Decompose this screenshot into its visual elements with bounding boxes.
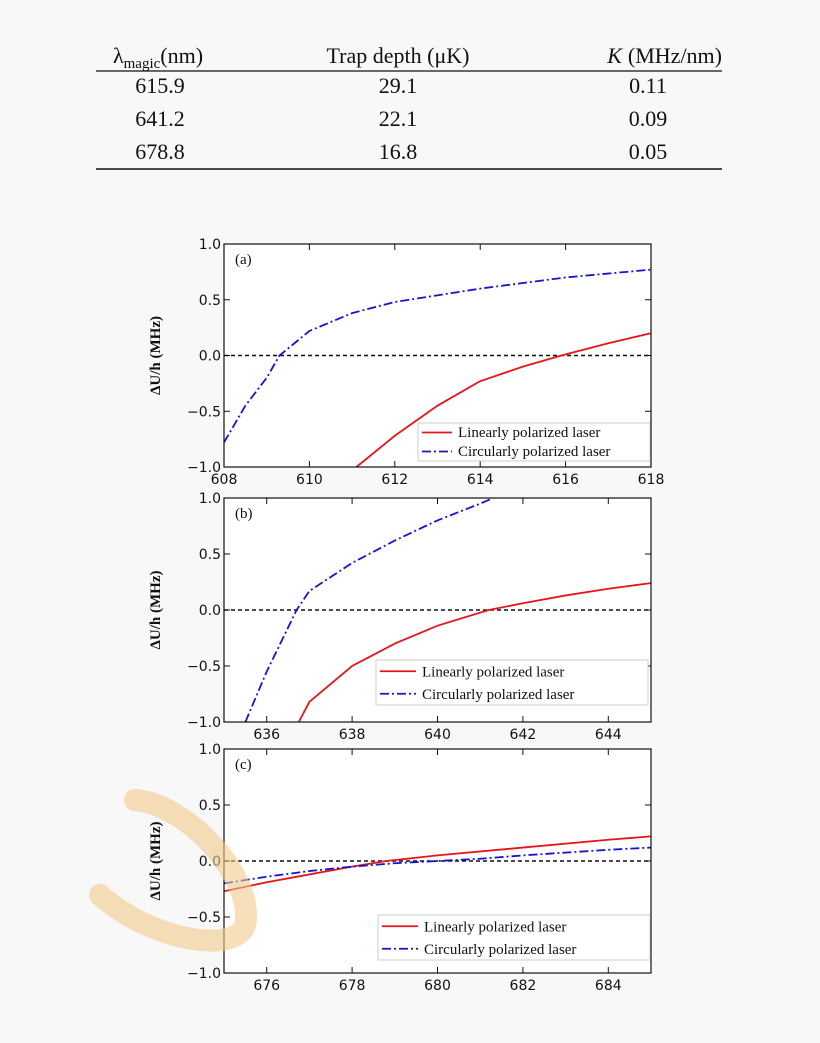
table-cell: 0.09 <box>629 106 668 131</box>
series-line <box>355 332 651 467</box>
y-tick-label: −1.0 <box>187 966 221 982</box>
y-tick-label: 0.5 <box>199 798 221 814</box>
legend-box <box>417 422 651 462</box>
x-tick-label: 644 <box>595 727 622 743</box>
y-tick-label: 1.0 <box>199 237 221 253</box>
x-tick-label: 676 <box>253 978 280 994</box>
subscript: magic <box>124 56 161 72</box>
header-cell: Trap depth (μK) <box>327 43 470 68</box>
y-axis-label: ΔU/h (MHz) <box>148 316 164 395</box>
legend-box <box>375 659 649 706</box>
table-cell: 16.8 <box>379 139 418 164</box>
x-tick-label: 616 <box>552 472 579 488</box>
y-tick-label: −0.5 <box>187 404 221 420</box>
x-tick-label: 642 <box>510 727 537 743</box>
legend-label: Linearly polarized laser <box>424 920 566 936</box>
y-tick-label: −0.5 <box>187 659 221 675</box>
x-tick-label: 638 <box>339 727 366 743</box>
x-tick-label: 610 <box>296 472 323 488</box>
y-tick-label: −0.5 <box>187 910 221 926</box>
watermark <box>89 789 257 952</box>
panel-label: (c) <box>235 757 252 773</box>
header-cell: λmagic(nm) <box>113 43 203 72</box>
panel: −1.0 −0.5 0.0 0.5 1.0 636 638 640 642 644 (b) ΔU/h … <box>148 491 652 743</box>
x-tick-label: 680 <box>424 978 451 994</box>
legend-label: Circularly polarized laser <box>422 687 574 703</box>
series-line <box>297 582 651 722</box>
x-tick-label: 636 <box>253 727 280 743</box>
unit: (MHz/nm) <box>628 43 722 68</box>
x-tick-label: 614 <box>467 472 494 488</box>
series-line <box>244 498 494 722</box>
x-tick-label: 612 <box>381 472 408 488</box>
y-tick-label: 0.5 <box>199 293 221 309</box>
table-cell: 678.8 <box>135 139 185 164</box>
unit: (nm) <box>160 43 203 68</box>
plot-frame <box>223 497 652 723</box>
plots: −1.0 −0.5 0.0 0.5 1.0 608 610 612 614 616 618 (a) ΔU… <box>148 237 664 994</box>
table-cell: 641.2 <box>135 106 185 131</box>
panel-label: (b) <box>235 506 253 522</box>
y-axis-label: ΔU/h (MHz) <box>148 822 164 901</box>
legend-label: Circularly polarized laser <box>458 444 610 460</box>
table-cell: 22.1 <box>379 106 418 131</box>
panel-label: (a) <box>235 252 252 268</box>
header-cell: K (MHz/nm) <box>606 43 722 68</box>
table-cell: 615.9 <box>135 73 185 98</box>
x-tick-label: 608 <box>211 472 238 488</box>
y-tick-label: 0.0 <box>199 603 221 619</box>
symbol: λ <box>113 43 124 68</box>
x-tick-label: 618 <box>638 472 665 488</box>
legend-label: Linearly polarized laser <box>458 425 600 441</box>
x-tick-label: 678 <box>339 978 366 994</box>
panel: −1.0 −0.5 0.0 0.5 1.0 608 610 612 614 616 618 (a) ΔU… <box>148 237 664 488</box>
legend-box <box>377 914 651 961</box>
table: λmagic(nm) Trap depth (μK) K (MHz/nm) 615.9 2… <box>113 43 722 164</box>
table-cell: 29.1 <box>379 73 418 98</box>
x-tick-label: 640 <box>424 727 451 743</box>
table-cell: 0.05 <box>629 139 668 164</box>
y-tick-label: 0.0 <box>199 349 221 365</box>
symbol: K <box>606 43 623 68</box>
y-axis-label: ΔU/h (MHz) <box>148 571 164 650</box>
y-tick-label: −1.0 <box>187 715 221 731</box>
plot-frame <box>223 243 652 468</box>
y-tick-label: 1.0 <box>199 742 221 758</box>
legend-label: Linearly polarized laser <box>422 665 564 681</box>
series-line <box>224 268 651 443</box>
legend-label: Circularly polarized laser <box>424 942 576 958</box>
y-tick-label: 1.0 <box>199 491 221 507</box>
y-tick-label: 0.5 <box>199 547 221 563</box>
table-cell: 0.11 <box>629 73 667 98</box>
series-line <box>224 846 651 885</box>
y-tick-label: −1.0 <box>187 460 221 476</box>
series-line <box>224 835 651 893</box>
x-tick-label: 684 <box>595 978 622 994</box>
x-tick-label: 682 <box>510 978 537 994</box>
